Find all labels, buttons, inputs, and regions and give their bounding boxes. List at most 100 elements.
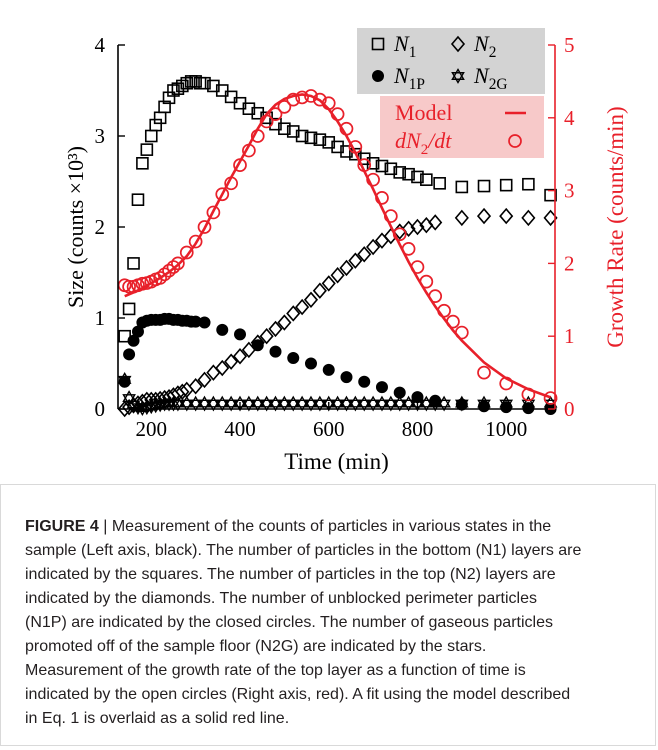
data-point <box>366 157 380 170</box>
left-y-tick-label: 1 <box>95 306 106 330</box>
data-point <box>375 159 389 173</box>
data-point <box>250 395 265 408</box>
data-point <box>242 395 256 408</box>
data-point <box>175 383 190 400</box>
data-point <box>197 399 212 412</box>
caption-line: promoted off of the sample floor (N2G) a… <box>25 638 487 655</box>
data-point <box>312 282 327 299</box>
data-point <box>455 180 469 194</box>
legend-label: N2 <box>473 31 496 61</box>
data-point <box>234 328 247 341</box>
data-point <box>313 133 327 146</box>
data-point <box>330 395 345 408</box>
data-point <box>286 125 300 138</box>
data-point <box>197 395 212 408</box>
x-tick-label: 800 <box>402 417 434 441</box>
series-n-2 <box>117 207 558 418</box>
data-point <box>215 359 230 377</box>
data-point <box>136 157 149 170</box>
data-point <box>232 347 248 365</box>
data-point <box>277 395 292 408</box>
data-point <box>206 395 221 408</box>
data-point <box>410 399 425 412</box>
legend-item: N2G <box>451 63 508 93</box>
data-point <box>251 339 264 352</box>
data-point <box>499 207 514 225</box>
right-y-axis-title: Growth Rate (counts/min) <box>603 106 628 347</box>
data-point <box>330 399 345 412</box>
legend-item: Model <box>395 100 526 125</box>
data-point <box>477 395 491 408</box>
data-point <box>304 399 318 412</box>
data-point <box>153 396 167 409</box>
data-point <box>454 395 469 408</box>
data-point <box>358 375 371 388</box>
data-point <box>392 399 407 412</box>
data-point <box>224 399 238 412</box>
data-point <box>304 131 318 145</box>
data-point <box>259 395 274 408</box>
data-point <box>188 234 203 249</box>
data-point <box>375 381 388 394</box>
data-point <box>454 209 469 227</box>
data-point <box>206 399 221 412</box>
series-n-2g <box>117 371 558 416</box>
data-point <box>157 267 172 282</box>
data-point <box>215 84 229 97</box>
data-point <box>366 399 380 412</box>
data-point <box>313 92 327 107</box>
data-point <box>522 177 535 191</box>
data-point <box>544 188 557 202</box>
dual-axis-chart: 200 400 600 800 1000 0 1 2 3 4 0 1 2 3 4 5 Time (min) Siz… <box>63 28 628 474</box>
legend-marker <box>450 35 466 53</box>
left-y-tick-label: 2 <box>95 215 106 239</box>
data-point <box>123 348 136 361</box>
x-tick-label: 200 <box>136 417 168 441</box>
data-point <box>162 91 176 105</box>
data-point <box>321 399 336 412</box>
legend-marker <box>508 134 522 148</box>
x-tick-label: 600 <box>313 417 345 441</box>
data-point <box>268 395 283 408</box>
legend-label: N1 <box>393 31 416 61</box>
data-point <box>437 399 451 412</box>
caption-separator: | <box>98 518 112 535</box>
data-point <box>179 399 194 412</box>
left-y-axis-title: Size (counts ×10³) <box>63 146 88 308</box>
data-point <box>454 399 469 412</box>
data-point <box>339 259 354 277</box>
data-point <box>499 399 514 412</box>
figure-caption: FIGURE 4 | Measurement of the counts of … <box>0 484 656 746</box>
data-point <box>167 84 180 97</box>
model-fit-line <box>124 93 552 399</box>
data-point <box>207 79 220 93</box>
data-point <box>411 170 424 184</box>
caption-line: Measurement of the counts of particles i… <box>111 518 552 535</box>
data-point <box>268 320 283 338</box>
data-point <box>224 353 239 370</box>
data-point <box>339 395 354 408</box>
data-point <box>268 399 283 412</box>
caption-line: (N1P) are indicated by the closed circle… <box>25 614 553 631</box>
x-tick-label: 1000 <box>485 417 527 441</box>
data-point <box>330 267 345 284</box>
data-point <box>166 260 181 274</box>
x-tick-label: 400 <box>224 417 256 441</box>
data-point <box>269 345 282 358</box>
data-point <box>348 399 363 412</box>
right-y-tick-label: 1 <box>564 324 575 348</box>
data-point <box>331 140 344 154</box>
data-point <box>433 177 446 190</box>
data-point <box>224 90 238 104</box>
data-point <box>122 279 136 294</box>
data-point <box>401 395 416 408</box>
data-point <box>384 399 398 412</box>
data-point <box>188 399 203 412</box>
caption-line: indicated by the diamonds. The number of… <box>25 590 537 607</box>
data-point <box>419 395 434 408</box>
data-point <box>251 106 265 120</box>
data-point <box>366 238 381 256</box>
data-point <box>278 122 291 136</box>
data-point <box>340 371 353 384</box>
data-point <box>392 395 407 408</box>
